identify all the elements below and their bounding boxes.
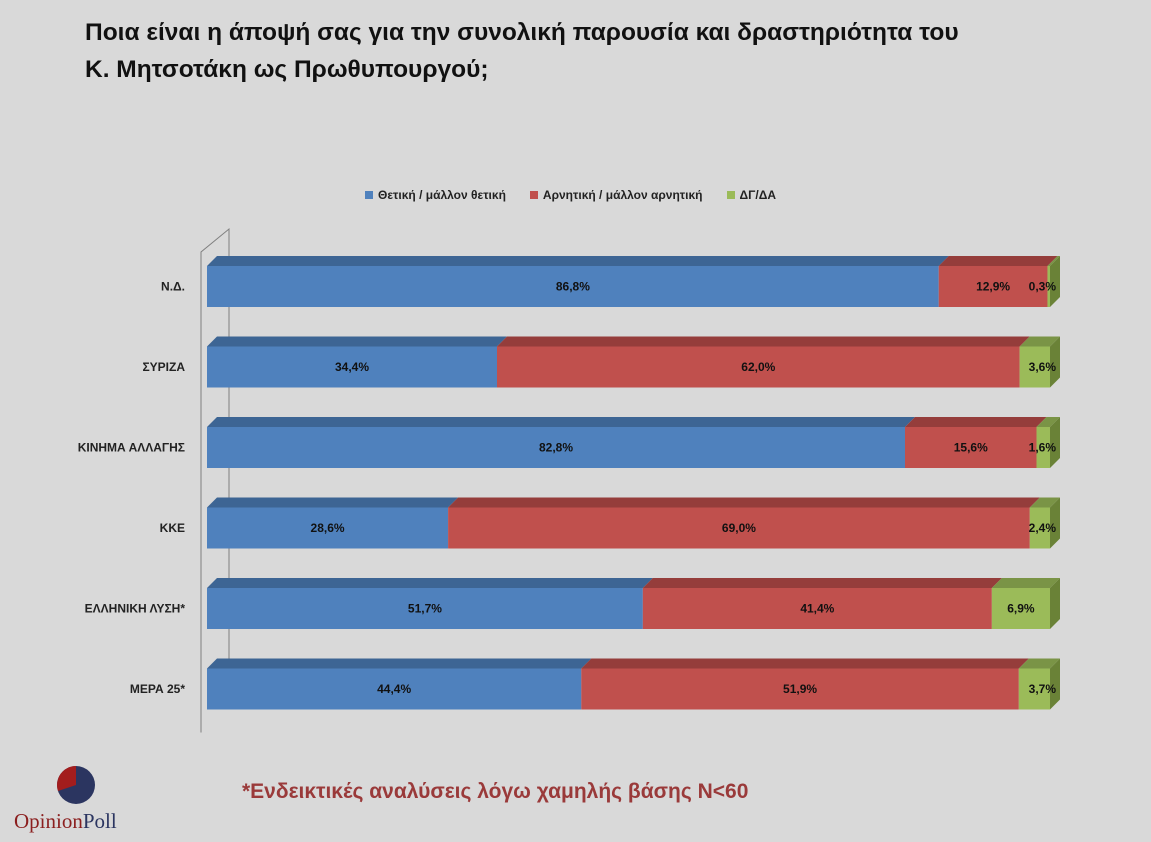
bar-segment bbox=[1029, 507, 1050, 549]
data-label: 15,6% bbox=[954, 441, 988, 455]
category-label: ΚΚΕ bbox=[160, 521, 185, 535]
data-label: 3,7% bbox=[1029, 682, 1057, 696]
bar-top-face bbox=[1019, 336, 1060, 347]
category-label: ΕΛΛΗΝΙΚΗ ΛΥΣΗ* bbox=[85, 602, 186, 616]
bar-top-face bbox=[1018, 658, 1060, 669]
legend-item-dk: ΔΓ/ΔΑ bbox=[703, 188, 776, 202]
bar-top-face bbox=[496, 336, 1030, 347]
legend-item-negative: Αρνητική / μάλλον αρνητική bbox=[506, 188, 703, 202]
bar-segment bbox=[207, 427, 906, 468]
legend-label-positive: Θετική / μάλλον θετική bbox=[378, 188, 506, 202]
legend-swatch-dk bbox=[726, 191, 735, 199]
bar-top-face bbox=[1036, 417, 1060, 427]
data-label: 82,8% bbox=[539, 441, 573, 455]
logo-text-poll: Poll bbox=[82, 809, 117, 833]
bar-segment bbox=[207, 507, 449, 549]
data-label: 28,6% bbox=[311, 521, 345, 535]
data-label: 12,9% bbox=[976, 280, 1010, 294]
data-label: 0,3% bbox=[1029, 280, 1057, 294]
logo-circle-icon bbox=[57, 766, 95, 804]
bar-top-face bbox=[207, 497, 459, 508]
logo-text-opinion: Opinion bbox=[14, 809, 83, 833]
bar-top-face bbox=[207, 417, 916, 427]
bar-segment bbox=[1019, 346, 1050, 388]
bar-top-face bbox=[905, 417, 1047, 427]
data-label: 41,4% bbox=[800, 602, 834, 616]
bar-segment bbox=[642, 588, 992, 629]
bar-segment bbox=[1047, 266, 1050, 307]
data-label: 86,8% bbox=[556, 280, 590, 294]
bar-segment bbox=[207, 346, 497, 388]
bar-segment bbox=[991, 588, 1050, 629]
bar-side-face bbox=[1050, 658, 1060, 710]
bar-top-face bbox=[207, 658, 592, 669]
bar-top-face bbox=[642, 578, 1002, 588]
data-label: 51,9% bbox=[783, 682, 817, 696]
legend-label-dk: ΔΓ/ΔΑ bbox=[739, 188, 776, 202]
bar-segment bbox=[938, 266, 1048, 307]
chart-title-line-1: Ποια είναι η άποψή σας για την συνολική … bbox=[85, 19, 959, 46]
chart-title-line-2: Κ. Μητσοτάκη ως Πρωθυπουργού; bbox=[85, 56, 489, 83]
data-label: 1,6% bbox=[1029, 441, 1057, 455]
bar-side-face bbox=[1050, 336, 1060, 388]
data-label: 34,4% bbox=[335, 360, 369, 374]
legend-swatch-positive bbox=[365, 191, 374, 199]
category-label: ΣΥΡΙΖΑ bbox=[142, 360, 185, 374]
bar-top-face bbox=[991, 578, 1060, 588]
footnote: *Ενδεικτικές αναλύσεις λόγω χαμηλής βάση… bbox=[242, 780, 749, 803]
bar-segment bbox=[448, 507, 1030, 549]
bar-top-face bbox=[448, 497, 1040, 508]
bar-segment bbox=[207, 588, 643, 629]
data-label: 2,4% bbox=[1029, 521, 1057, 535]
data-label: 6,9% bbox=[1007, 602, 1035, 616]
opinionpoll-logo: OpinionPoll bbox=[14, 765, 144, 835]
bar-segment bbox=[496, 346, 1020, 388]
category-label: ΜΕΡΑ 25* bbox=[130, 682, 185, 696]
data-label: 69,0% bbox=[722, 521, 756, 535]
legend-label-negative: Αρνητική / μάλλον αρνητική bbox=[542, 188, 703, 202]
bar-segment bbox=[207, 668, 582, 710]
logo-text: OpinionPoll bbox=[14, 809, 117, 834]
bar-segment bbox=[207, 266, 939, 307]
bar-top-face bbox=[207, 578, 653, 588]
bar-top-face bbox=[581, 658, 1029, 669]
bar-segment bbox=[581, 668, 1019, 710]
bar-side-face bbox=[1050, 256, 1060, 307]
bar-top-face bbox=[207, 336, 507, 347]
category-label: ΚΙΝΗΜΑ ΑΛΛΑΓΗΣ bbox=[78, 441, 185, 455]
data-label: 62,0% bbox=[741, 360, 775, 374]
bar-top-face bbox=[1047, 256, 1060, 266]
category-label: Ν.Δ. bbox=[161, 280, 185, 294]
bar-segment bbox=[1036, 427, 1050, 468]
chart-title: Ποια είναι η άποψή σας για την συνολική … bbox=[85, 14, 1085, 88]
legend-item-positive: Θετική / μάλλον θετική bbox=[365, 188, 506, 202]
bar-segment bbox=[1018, 668, 1050, 710]
bar-side-face bbox=[1050, 497, 1060, 549]
data-label: 51,7% bbox=[408, 602, 442, 616]
bar-top-face bbox=[1029, 497, 1060, 508]
bar-segment bbox=[905, 427, 1037, 468]
bar-top-face bbox=[207, 256, 949, 266]
data-label: 44,4% bbox=[377, 682, 411, 696]
bar-side-face bbox=[1050, 578, 1060, 629]
bar-top-face bbox=[938, 256, 1058, 266]
data-label: 3,6% bbox=[1029, 360, 1057, 374]
axis-wall-line bbox=[200, 227, 230, 733]
chart-legend: Θετική / μάλλον θετική Αρνητική / μάλλον… bbox=[0, 188, 1151, 202]
bar-side-face bbox=[1050, 417, 1060, 468]
legend-swatch-negative bbox=[529, 191, 538, 199]
